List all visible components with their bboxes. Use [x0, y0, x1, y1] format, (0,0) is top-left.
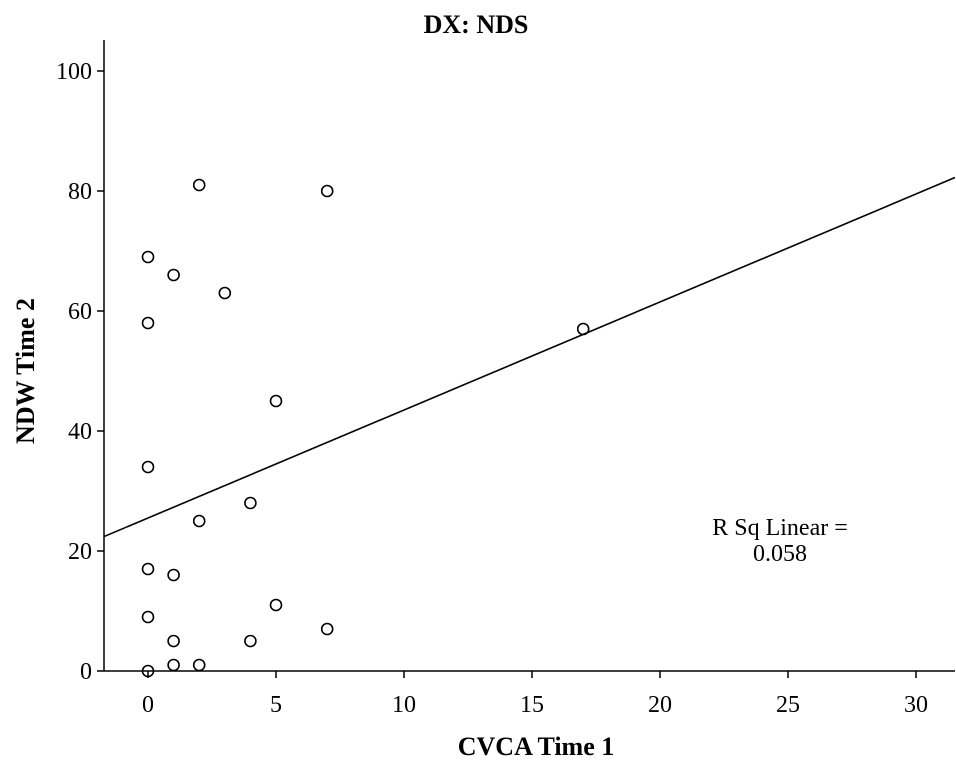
x-tick-label: 15	[520, 692, 544, 718]
data-point	[141, 460, 155, 474]
fit-line-layer	[103, 176, 956, 538]
x-tick-label: 0	[142, 692, 154, 718]
x-axis-label: CVCA Time 1	[458, 732, 615, 761]
x-ticks: 0 5 10 15 20 25 30	[142, 671, 928, 718]
data-point	[192, 514, 206, 528]
regression-line	[103, 176, 956, 538]
y-tick-label: 0	[80, 659, 92, 685]
x-tick-label: 25	[776, 692, 800, 718]
data-point	[269, 394, 283, 408]
data-point	[244, 634, 257, 648]
r-squared-label: R Sq Linear =	[712, 515, 848, 541]
y-ticks: 0 20 40 60 80 100	[56, 59, 104, 685]
data-point	[244, 496, 257, 510]
y-tick-label: 100	[56, 59, 92, 85]
data-point	[167, 568, 180, 582]
y-tick-label: 80	[68, 179, 92, 205]
data-point	[320, 184, 334, 198]
data-point	[141, 562, 155, 576]
y-tick-label: 40	[68, 419, 92, 445]
x-tick-label: 10	[392, 692, 416, 718]
data-point	[192, 178, 206, 192]
x-tick-label: 20	[648, 692, 672, 718]
r-squared-value: 0.058	[753, 541, 807, 567]
data-point	[167, 658, 180, 672]
data-point	[141, 316, 155, 330]
chart-title: DX: NDS	[424, 10, 529, 39]
y-axis-label: NDW Time 2	[11, 298, 40, 444]
data-point	[141, 610, 155, 624]
x-tick-label: 5	[270, 692, 282, 718]
data-point	[167, 268, 180, 282]
data-point	[141, 250, 155, 264]
data-point	[576, 322, 590, 336]
x-tick-label: 30	[904, 692, 928, 718]
data-points-layer	[141, 178, 590, 678]
data-point	[269, 598, 283, 612]
data-point	[320, 622, 334, 636]
data-point	[192, 658, 206, 672]
data-point	[218, 286, 232, 300]
y-tick-label: 20	[68, 539, 92, 565]
y-tick-label: 60	[68, 299, 92, 325]
data-point	[167, 634, 180, 648]
